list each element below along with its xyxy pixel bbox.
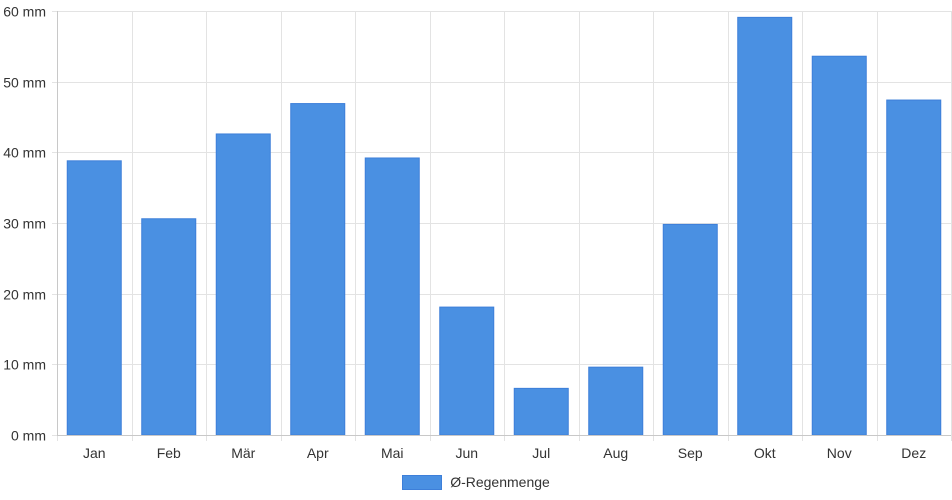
legend-label[interactable]: Ø-Regenmenge	[450, 474, 550, 490]
bars	[66, 16, 942, 436]
bar-aug	[588, 366, 644, 436]
x-tick-label: Mär	[231, 445, 255, 461]
bar-mai	[364, 157, 420, 436]
y-tick-label: 30 mm	[3, 216, 46, 232]
axis-labels: 0 mm 10 mm 20 mm 30 mm 40 mm 50 mm 60 mm Jan Feb…	[3, 4, 926, 462]
x-tick-label: Sep	[678, 445, 703, 461]
x-tick-label: Jan	[83, 445, 106, 461]
bar-mär	[215, 133, 271, 436]
x-tick-label: Feb	[157, 445, 181, 461]
x-tick-label: Dez	[901, 445, 926, 461]
y-tick-label: 40 mm	[3, 145, 46, 161]
bar-okt	[737, 16, 793, 436]
y-tick-label: 0 mm	[11, 428, 46, 444]
x-tick-label: Apr	[307, 445, 329, 461]
legend-swatch[interactable]	[402, 474, 443, 490]
x-tick-label: Okt	[754, 445, 776, 461]
x-tick-label: Nov	[827, 445, 852, 461]
y-tick-label: 20 mm	[3, 287, 46, 303]
x-tick-label: Mai	[381, 445, 404, 461]
x-tick-label: Jul	[532, 445, 550, 461]
bar-nov	[811, 55, 867, 436]
y-tick-label: 60 mm	[3, 4, 46, 20]
bar-jun	[439, 306, 495, 436]
axes	[57, 11, 951, 436]
bar-sep	[662, 223, 718, 436]
bar-jul	[513, 387, 569, 436]
x-tick-label: Jun	[455, 445, 478, 461]
bar-dez	[886, 99, 942, 436]
y-tick-label: 10 mm	[3, 357, 46, 373]
y-tick-label: 50 mm	[3, 75, 46, 91]
chart-canvas: 0 mm 10 mm 20 mm 30 mm 40 mm 50 mm 60 mm Jan Feb…	[3, 4, 952, 462]
grid-lines	[52, 11, 952, 441]
bar-jan	[66, 160, 122, 436]
x-tick-label: Aug	[603, 445, 628, 461]
bar-feb	[141, 218, 197, 436]
bar-apr	[290, 103, 346, 436]
legend[interactable]: Ø-Regenmenge	[0, 471, 952, 493]
